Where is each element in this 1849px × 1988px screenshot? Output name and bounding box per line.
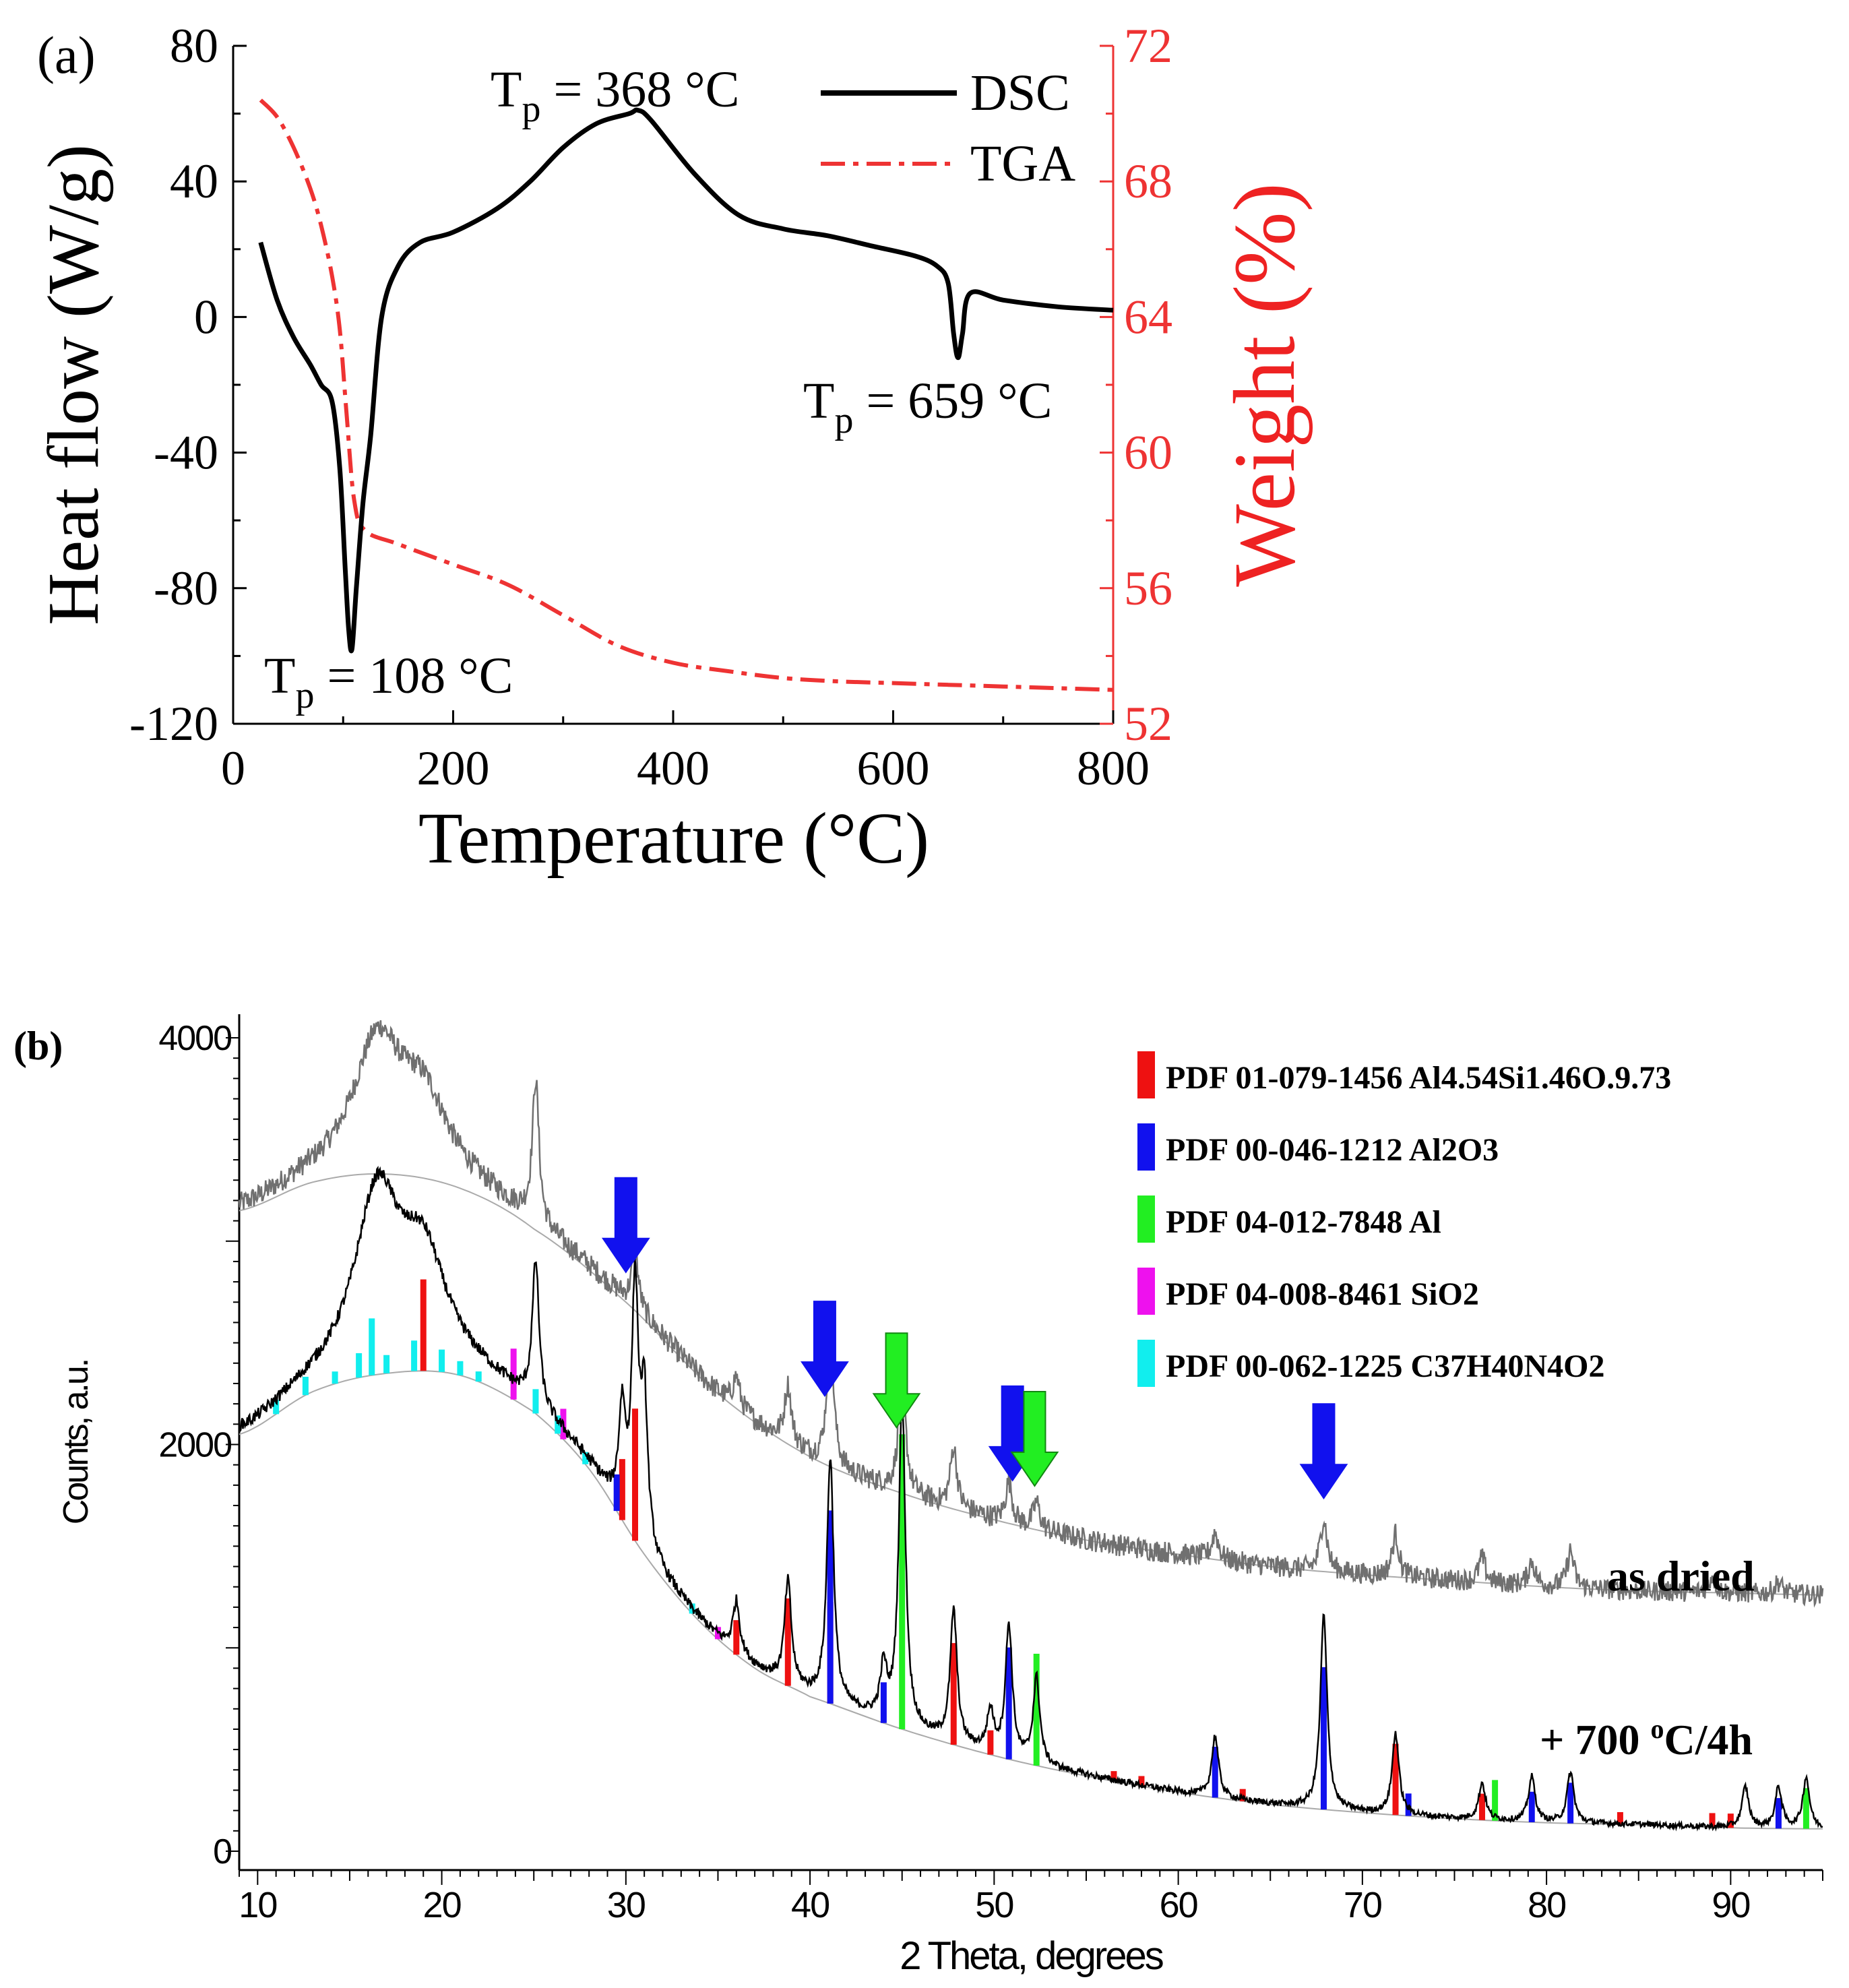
a-y-right-tick-label: 64 <box>1124 290 1172 344</box>
panel-a-y-right-axis-title: Weight (%) <box>1216 183 1313 587</box>
a-y-right-tick-label: 60 <box>1124 426 1172 480</box>
b-x-tick-label: 90 <box>1712 1885 1749 1925</box>
a-y-right-tick-label: 56 <box>1124 561 1172 615</box>
legend-tga-label: TGA <box>970 135 1075 192</box>
b-y-tick-label: 4000 <box>158 1019 231 1058</box>
a-x-tick-label: 600 <box>857 741 930 795</box>
b-x-tick-label: 20 <box>423 1885 461 1925</box>
a-y-left-tick-label: -120 <box>129 697 218 751</box>
as-dried-background-curve <box>239 1173 1823 1596</box>
panel-b-label: (b) <box>13 1024 63 1068</box>
a-y-right-tick-label: 72 <box>1124 19 1172 73</box>
b-y-tick-label: 0 <box>213 1832 231 1871</box>
phase-legend-swatch <box>1137 1268 1155 1315</box>
calcined-pattern-line <box>238 1165 1823 1832</box>
panel-b-x-axis-title: 2 Theta, degrees <box>900 1934 1162 1978</box>
a-x-tick-label: 200 <box>417 741 490 795</box>
peak-arrow-al <box>1010 1390 1059 1487</box>
a-y-left-tick-label: -80 <box>154 561 218 615</box>
phase-legend-swatch <box>1137 1123 1155 1171</box>
phase-legend-label: PDF 04-012-7848 Al <box>1166 1204 1441 1240</box>
b-x-tick-label: 60 <box>1160 1885 1197 1925</box>
series-label-as-dried: as dried <box>1607 1552 1755 1600</box>
b-x-tick-label: 40 <box>791 1885 829 1925</box>
legend-dsc-label: DSC <box>970 65 1070 121</box>
annotation-peak-368: Tp = 368 °C <box>491 61 739 130</box>
panel-a-legend: DSC TGA <box>821 65 1075 192</box>
peak-arrow-al <box>872 1332 921 1429</box>
panel-a-label: (a) <box>37 26 96 84</box>
peak-arrow-al2o3 <box>601 1177 650 1274</box>
a-y-left-tick-label: -40 <box>154 426 218 480</box>
b-x-tick-label: 10 <box>239 1885 276 1925</box>
panel-b: (b) 10 20 30 40 50 60 70 80 90 0 2000 4000 2 Theta… <box>13 1014 1824 1978</box>
panel-b-y-axis-title: Counts, a.u. <box>57 1360 96 1524</box>
a-x-tick-label: 800 <box>1077 741 1150 795</box>
a-x-tick-label: 0 <box>221 741 245 795</box>
phase-legend-swatch <box>1137 1051 1155 1098</box>
calcined-background-curve <box>239 1370 1823 1830</box>
panel-a-x-axis-title: Temperature (°C) <box>418 799 929 879</box>
b-x-tick-label: 50 <box>975 1885 1013 1925</box>
phase-legend-label: PDF 00-062-1225 C37H40N4O2 <box>1166 1348 1605 1384</box>
panel-a-y-left-axis-title: Heat flow (W/g) <box>34 144 114 625</box>
a-y-left-tick-label: 40 <box>170 154 218 208</box>
annotation-peak-659: Tp = 659 °C <box>803 373 1052 441</box>
tga-series-line <box>259 98 1114 692</box>
b-y-tick-label: 2000 <box>158 1426 231 1465</box>
series-label-calcined: + 700 oC/4h <box>1540 1714 1753 1764</box>
a-y-left-tick-label: 0 <box>194 290 218 344</box>
b-x-tick-label: 80 <box>1528 1885 1565 1925</box>
annotation-peak-108: Tp = 108 °C <box>264 648 513 716</box>
peak-arrow-al2o3 <box>1299 1403 1348 1500</box>
peak-arrow-al2o3 <box>801 1301 849 1397</box>
panel-a: (a) 0 200 400 600 800 -120 -80 -40 0 40 80 52 56 60… <box>34 19 1313 879</box>
a-y-right-tick-label: 52 <box>1124 697 1172 751</box>
a-x-tick-label: 400 <box>637 741 710 795</box>
a-y-left-tick-label: 80 <box>170 19 218 73</box>
phase-legend-swatch <box>1137 1195 1155 1243</box>
phase-legend-label: PDF 00-046-1212 Al2O3 <box>1166 1132 1499 1168</box>
phase-legend-label: PDF 04-008-8461 SiO2 <box>1166 1276 1479 1312</box>
phase-legend-label: PDF 01-079-1456 Al4.54Si1.46O.9.73 <box>1166 1060 1671 1096</box>
as-dried-pattern-line <box>238 1020 1824 1608</box>
a-y-right-tick-label: 68 <box>1124 154 1172 208</box>
b-x-tick-label: 70 <box>1344 1885 1381 1925</box>
phase-legend: PDF 01-079-1456 Al4.54Si1.46O.9.73 PDF 00… <box>1137 1051 1671 1387</box>
dsc-series-line <box>258 107 1114 654</box>
b-x-tick-label: 30 <box>607 1885 645 1925</box>
phase-legend-swatch <box>1137 1340 1155 1387</box>
